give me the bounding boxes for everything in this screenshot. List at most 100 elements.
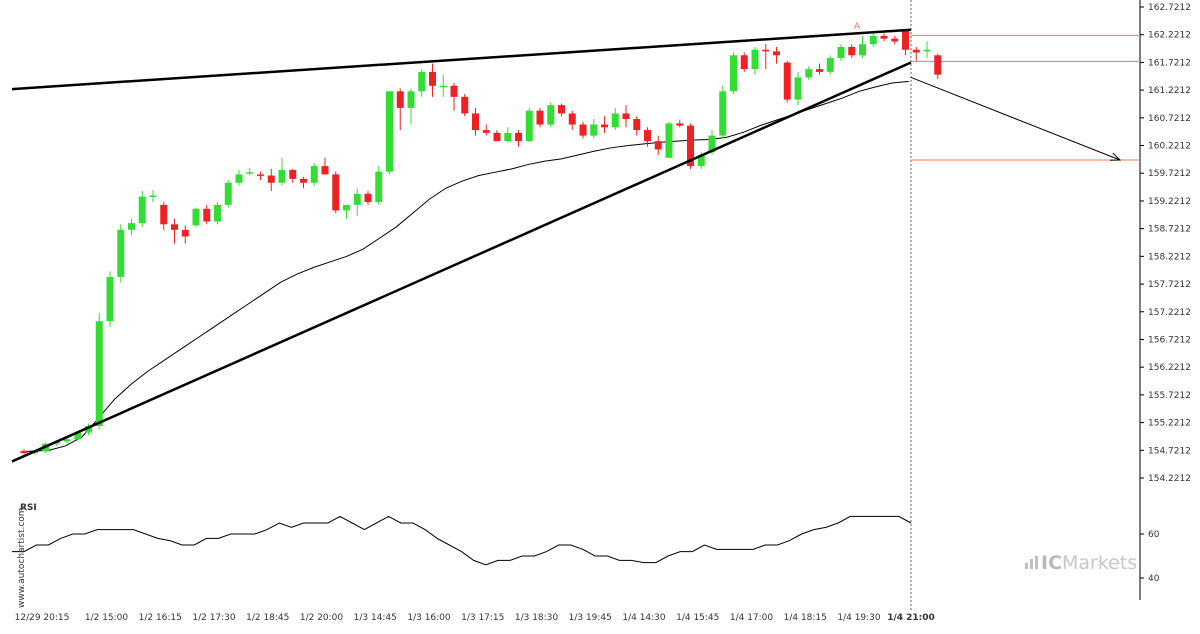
rsi-tick-label: 40 bbox=[1148, 574, 1160, 584]
candle-down bbox=[267, 175, 275, 183]
x-tick-label: 1/4 15:45 bbox=[676, 613, 719, 623]
candle-down bbox=[472, 113, 479, 131]
x-tick-label: 12/29 20:15 bbox=[15, 613, 70, 623]
candle-up bbox=[63, 439, 71, 442]
candle-down bbox=[300, 178, 307, 183]
y-tick-label: 155.7212 bbox=[1148, 391, 1191, 401]
candle-down bbox=[816, 69, 823, 72]
y-tick-label: 159.2212 bbox=[1148, 197, 1191, 207]
candle-up bbox=[504, 132, 512, 142]
candle-down bbox=[289, 169, 297, 179]
candle-up bbox=[117, 229, 125, 277]
y-tick-label: 156.7212 bbox=[1148, 335, 1191, 345]
candle-up bbox=[95, 321, 103, 426]
x-tick-label: 1/4 14:30 bbox=[622, 613, 666, 623]
candle-down bbox=[676, 123, 684, 126]
upper-trendline bbox=[11, 28, 912, 91]
y-tick-label: 161.7212 bbox=[1148, 58, 1191, 68]
candlesticks bbox=[20, 29, 942, 455]
candle-up bbox=[74, 432, 82, 440]
brand-ic: IC bbox=[1041, 552, 1062, 574]
candle-down bbox=[321, 166, 329, 175]
candle-up bbox=[525, 110, 533, 142]
y-axis: 162.7212 162.2212 161.7212 161.2212 160.7212… bbox=[1140, 3, 1191, 484]
y-tick-label: 160.7212 bbox=[1148, 114, 1191, 124]
candle-down bbox=[515, 132, 522, 142]
y-tick-label: 154.2212 bbox=[1148, 474, 1191, 484]
candle-down bbox=[568, 113, 576, 125]
x-tick-label: 1/4 21:00 bbox=[887, 613, 935, 623]
moving-average bbox=[23, 80, 909, 452]
candle-up bbox=[869, 35, 877, 45]
trendlines bbox=[11, 28, 912, 463]
candle-down bbox=[181, 229, 189, 237]
rsi-line bbox=[12, 515, 912, 566]
brand-bar-3 bbox=[1035, 556, 1038, 569]
candle-up bbox=[923, 49, 931, 52]
candle-up bbox=[859, 44, 866, 56]
candle-down bbox=[171, 224, 178, 230]
rsi-panel: RSI 60 40 bbox=[12, 498, 1160, 600]
candle-down bbox=[891, 38, 899, 42]
candle-down bbox=[160, 204, 168, 225]
candle-up bbox=[611, 113, 619, 128]
x-tick-label: 1/2 20:00 bbox=[300, 613, 344, 623]
forecast-arrow bbox=[910, 76, 1122, 161]
brand-markets: Markets bbox=[1062, 552, 1137, 574]
candle-up bbox=[590, 124, 598, 136]
y-tick-label: 160.2212 bbox=[1148, 142, 1191, 152]
candle-up bbox=[439, 85, 447, 88]
y-tick-label: 162.7212 bbox=[1148, 3, 1191, 13]
rsi-label: RSI bbox=[20, 503, 37, 513]
lower-trendline bbox=[11, 61, 912, 463]
candle-down bbox=[203, 208, 211, 222]
candle-down bbox=[654, 141, 662, 150]
x-tick-label: 1/2 15:00 bbox=[85, 613, 129, 623]
x-axis: 12/29 20:15 1/2 15:00 1/2 16:15 1/2 17:30 1/… bbox=[15, 613, 935, 623]
candle-down bbox=[762, 49, 770, 52]
candle-up bbox=[343, 204, 350, 211]
candle-down bbox=[429, 71, 436, 86]
x-tick-label: 1/4 17:00 bbox=[730, 613, 774, 623]
brand-bar-1 bbox=[1025, 563, 1028, 569]
y-tick-label: 157.7212 bbox=[1148, 280, 1191, 290]
candle-up bbox=[138, 196, 146, 224]
candle-down bbox=[773, 51, 780, 56]
x-tick-label: 1/3 17:15 bbox=[461, 613, 504, 623]
candle-up bbox=[805, 69, 813, 78]
price-levels bbox=[911, 34, 1140, 161]
x-tick-label: 1/3 18:30 bbox=[515, 613, 559, 623]
candle-up bbox=[353, 193, 361, 205]
candle-down bbox=[493, 132, 501, 142]
candle-down bbox=[633, 118, 641, 131]
candle-down bbox=[848, 46, 856, 56]
candle-down bbox=[257, 174, 264, 176]
x-tick-label: 1/4 19:30 bbox=[837, 613, 881, 623]
y-tick-label: 158.2212 bbox=[1148, 252, 1191, 262]
candle-up bbox=[407, 91, 415, 108]
candle-up bbox=[106, 276, 114, 322]
candle-up bbox=[837, 46, 845, 59]
y-tick-label: 157.2212 bbox=[1148, 308, 1191, 318]
pattern-point-label: A bbox=[854, 22, 861, 32]
moving-average-line bbox=[23, 80, 909, 452]
forecast-arrow-line bbox=[910, 76, 1121, 161]
candle-up bbox=[665, 123, 673, 158]
candle-up bbox=[375, 171, 383, 203]
candle-up bbox=[708, 135, 716, 153]
brand-bar-2 bbox=[1030, 559, 1033, 569]
candle-up bbox=[794, 77, 802, 100]
candle-up bbox=[547, 105, 555, 125]
candle-down bbox=[880, 35, 888, 39]
watermark: www.autochartist.com bbox=[17, 507, 27, 608]
candle-up bbox=[149, 195, 157, 197]
rsi-tick-label: 60 bbox=[1148, 530, 1160, 540]
brand-logo: IC Markets bbox=[1025, 552, 1137, 574]
candle-down bbox=[536, 110, 544, 125]
x-tick-label: 1/3 19:45 bbox=[569, 613, 612, 623]
y-tick-label: 159.7212 bbox=[1148, 169, 1191, 179]
candle-down bbox=[482, 130, 490, 133]
candle-down bbox=[20, 450, 28, 454]
candle-up bbox=[278, 169, 286, 183]
